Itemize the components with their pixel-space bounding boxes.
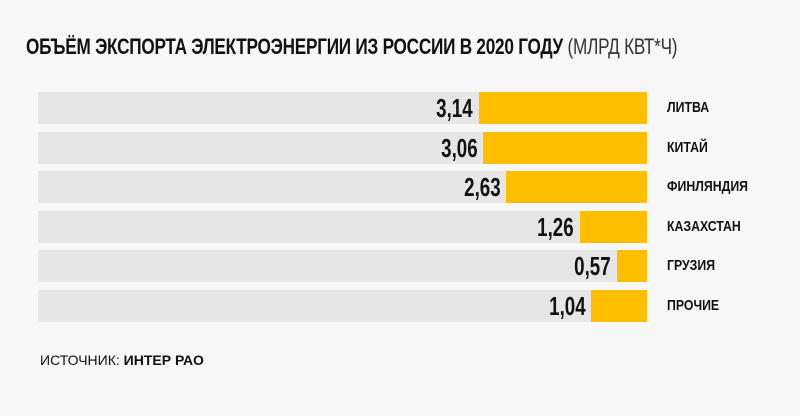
source-prefix: ИСТОЧНИК: — [40, 352, 120, 368]
bar — [479, 92, 647, 124]
bar — [483, 131, 647, 164]
bar-row: 1,26 — [38, 210, 647, 243]
category-label: КИТАЙ — [667, 138, 708, 156]
title-text: ОБЪЁМ ЭКСПОРТА ЭЛЕКТРОЭНЕРГИИ ИЗ РОССИИ … — [26, 34, 563, 59]
bar-row: 0,57 — [38, 250, 647, 283]
bar — [579, 210, 647, 243]
bar — [591, 290, 647, 322]
unit-text: (МЛРД КВТ*Ч) — [567, 34, 678, 59]
bar-value: 3,14 — [436, 93, 474, 123]
source-note: ИСТОЧНИК: ИНТЕР РАО — [40, 352, 204, 368]
bar-value: 1,04 — [548, 291, 586, 321]
chart-title: ОБЪЁМ ЭКСПОРТА ЭЛЕКТРОЭНЕРГИИ ИЗ РОССИИ … — [26, 34, 678, 60]
category-label: ЛИТВА — [667, 99, 710, 116]
bar — [506, 171, 647, 204]
bar-value: 3,06 — [440, 132, 478, 163]
category-label: ГРУЗИЯ — [667, 257, 716, 275]
bar — [616, 250, 647, 283]
bar-value: 2,63 — [463, 172, 501, 203]
bar-row: 3,14 — [38, 92, 647, 124]
category-label: ПРОЧИЕ — [667, 297, 720, 314]
bar-row: 2,63 — [38, 171, 647, 204]
bar-value: 0,57 — [574, 251, 611, 282]
bar-row: 3,06 — [38, 131, 647, 164]
category-label: КАЗАХСТАН — [667, 217, 741, 235]
bar-value: 1,26 — [537, 211, 574, 242]
bar-row: 1,04 — [38, 290, 647, 322]
category-label: ФИНЛЯНДИЯ — [667, 178, 749, 196]
source-name: ИНТЕР РАО — [123, 352, 204, 368]
